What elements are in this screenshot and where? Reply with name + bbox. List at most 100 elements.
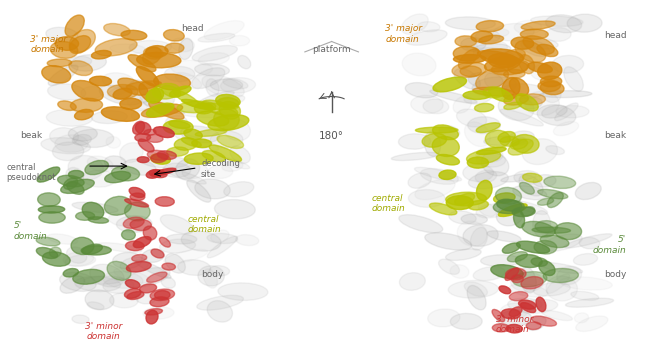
Ellipse shape	[195, 64, 229, 76]
Ellipse shape	[163, 120, 193, 134]
Ellipse shape	[61, 179, 94, 193]
Ellipse shape	[192, 139, 212, 148]
Ellipse shape	[196, 103, 239, 109]
Ellipse shape	[147, 135, 163, 142]
Ellipse shape	[182, 138, 201, 147]
Ellipse shape	[523, 36, 554, 54]
Ellipse shape	[137, 157, 149, 163]
Ellipse shape	[230, 146, 251, 163]
Ellipse shape	[207, 301, 232, 322]
Ellipse shape	[50, 247, 61, 257]
Ellipse shape	[236, 235, 259, 246]
Ellipse shape	[147, 150, 169, 160]
Ellipse shape	[195, 129, 227, 136]
Ellipse shape	[60, 276, 84, 293]
Ellipse shape	[476, 68, 509, 90]
Ellipse shape	[553, 121, 579, 136]
Ellipse shape	[125, 289, 141, 298]
Ellipse shape	[567, 14, 602, 32]
Ellipse shape	[95, 39, 137, 56]
Ellipse shape	[74, 109, 93, 120]
Ellipse shape	[50, 42, 78, 58]
Ellipse shape	[202, 151, 225, 162]
Ellipse shape	[532, 227, 570, 233]
Ellipse shape	[202, 75, 245, 98]
Ellipse shape	[531, 258, 547, 266]
Ellipse shape	[144, 129, 156, 135]
Ellipse shape	[518, 97, 542, 109]
Ellipse shape	[499, 286, 511, 294]
Ellipse shape	[492, 309, 505, 322]
Ellipse shape	[519, 300, 536, 309]
Ellipse shape	[509, 78, 529, 96]
Text: beak: beak	[20, 131, 42, 140]
Ellipse shape	[439, 126, 460, 137]
Ellipse shape	[132, 255, 147, 262]
Ellipse shape	[439, 259, 460, 274]
Ellipse shape	[539, 263, 582, 273]
Ellipse shape	[488, 28, 509, 37]
Ellipse shape	[129, 80, 145, 91]
Ellipse shape	[512, 135, 539, 153]
Ellipse shape	[48, 65, 78, 85]
Ellipse shape	[476, 147, 506, 154]
Ellipse shape	[145, 309, 162, 315]
Ellipse shape	[63, 252, 94, 266]
Ellipse shape	[467, 285, 486, 310]
Ellipse shape	[164, 66, 195, 82]
Ellipse shape	[175, 134, 218, 151]
Ellipse shape	[127, 95, 159, 109]
Ellipse shape	[223, 78, 248, 89]
Ellipse shape	[129, 188, 145, 198]
Text: beak: beak	[604, 131, 626, 140]
Ellipse shape	[463, 164, 494, 182]
Ellipse shape	[408, 190, 445, 207]
Ellipse shape	[76, 212, 94, 220]
Ellipse shape	[406, 30, 447, 45]
Ellipse shape	[399, 273, 425, 290]
Ellipse shape	[473, 48, 515, 62]
Ellipse shape	[202, 100, 238, 117]
Ellipse shape	[141, 104, 183, 117]
Ellipse shape	[455, 36, 476, 47]
Ellipse shape	[171, 60, 212, 76]
Ellipse shape	[105, 171, 131, 183]
Ellipse shape	[46, 27, 78, 42]
Ellipse shape	[521, 207, 535, 216]
Ellipse shape	[425, 233, 472, 250]
Text: 5'
domain: 5' domain	[13, 221, 47, 241]
Ellipse shape	[66, 167, 84, 184]
Ellipse shape	[37, 167, 60, 182]
Ellipse shape	[521, 21, 555, 30]
Ellipse shape	[198, 53, 229, 65]
Ellipse shape	[72, 202, 118, 213]
Ellipse shape	[179, 38, 193, 60]
Ellipse shape	[531, 64, 558, 80]
Ellipse shape	[460, 36, 478, 52]
Ellipse shape	[421, 169, 458, 184]
Ellipse shape	[473, 40, 507, 56]
Ellipse shape	[563, 67, 584, 91]
Ellipse shape	[502, 78, 520, 99]
Ellipse shape	[88, 217, 109, 223]
Ellipse shape	[502, 243, 521, 253]
Ellipse shape	[70, 36, 90, 54]
Ellipse shape	[178, 260, 210, 275]
Ellipse shape	[417, 22, 440, 32]
Ellipse shape	[207, 234, 238, 244]
Ellipse shape	[476, 148, 503, 162]
Ellipse shape	[565, 298, 614, 307]
Ellipse shape	[468, 117, 500, 134]
Ellipse shape	[129, 40, 172, 54]
Ellipse shape	[415, 127, 458, 133]
Ellipse shape	[181, 111, 233, 118]
Ellipse shape	[519, 55, 535, 74]
Ellipse shape	[83, 170, 116, 187]
Ellipse shape	[130, 101, 147, 111]
Ellipse shape	[423, 99, 449, 114]
Ellipse shape	[507, 252, 527, 262]
Ellipse shape	[534, 240, 557, 254]
Ellipse shape	[195, 179, 230, 199]
Ellipse shape	[522, 139, 557, 165]
Ellipse shape	[146, 88, 163, 103]
